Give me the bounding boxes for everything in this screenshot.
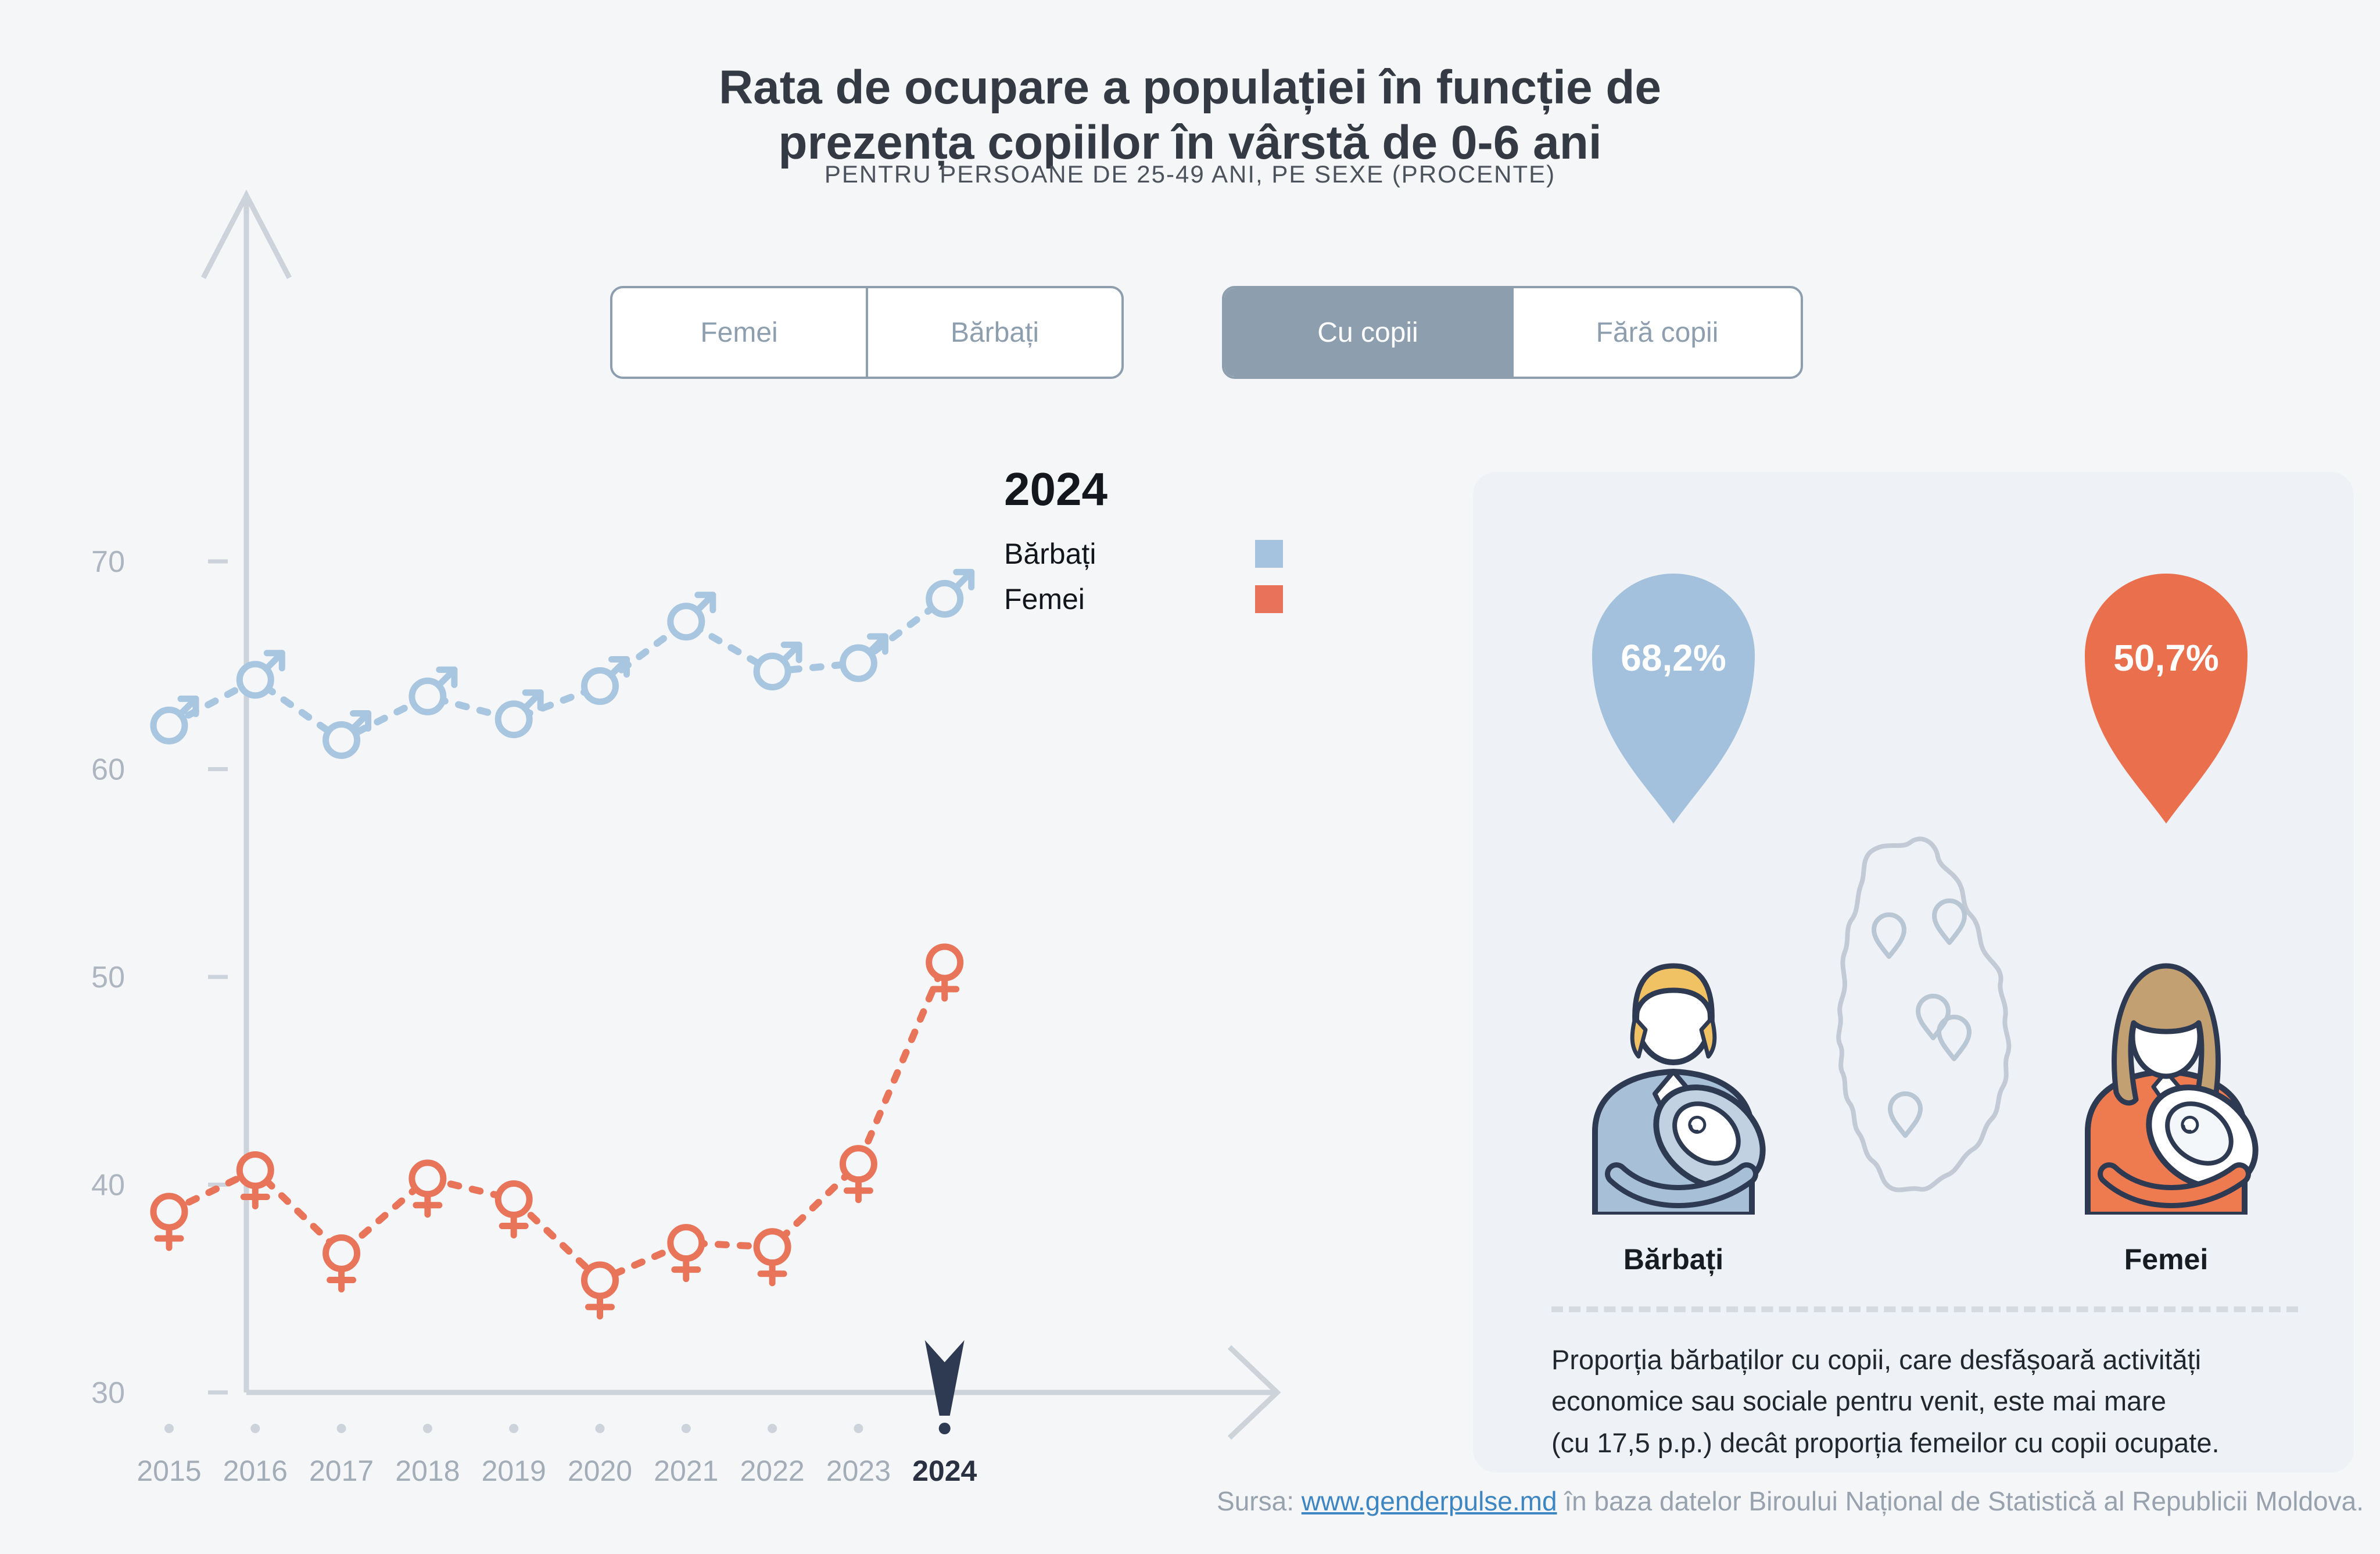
toggle-femei[interactable]: Femei — [700, 317, 778, 348]
male-symbol-marker-2022[interactable] — [753, 641, 802, 690]
male-rate-value: 68,2% — [1621, 637, 1726, 679]
insight-note-line2: economice sau sociale pentru venit, este… — [1551, 1385, 2167, 1417]
male-symbol-marker-2019[interactable] — [494, 689, 544, 739]
y-tick-label-50: 50 — [91, 961, 125, 994]
year-dot-2017[interactable] — [336, 1424, 346, 1433]
male-figure-label: Bărbați — [1623, 1243, 1724, 1276]
toggle-fara-copii[interactable]: Fără copii — [1511, 288, 1801, 377]
chart-legend: 2024 Bărbați Femei — [1004, 463, 1283, 617]
year-dot-2024[interactable] — [938, 1423, 951, 1434]
source-suffix: în baza datelor Biroului Național de Sta… — [1557, 1486, 2364, 1516]
year-label-2015[interactable]: 2015 — [137, 1455, 201, 1487]
year-dot-2018[interactable] — [422, 1424, 432, 1433]
series-line-female — [166, 958, 948, 1285]
year-dot-2016[interactable] — [250, 1424, 260, 1433]
page-title: Rata de ocupare a populației în funcție … — [0, 60, 2380, 170]
female-symbol-marker-2023[interactable] — [839, 1145, 877, 1204]
toggle-cu-copii[interactable]: Cu copii — [1224, 288, 1511, 377]
year-label-2019[interactable]: 2019 — [482, 1455, 546, 1487]
toggle-barbati[interactable]: Bărbați — [866, 288, 1121, 377]
female-symbol-marker-2017[interactable] — [322, 1234, 361, 1292]
male-symbol-marker-2015[interactable] — [150, 695, 199, 744]
year-label-2023[interactable]: 2023 — [826, 1455, 891, 1487]
female-symbol-marker-2022[interactable] — [753, 1228, 791, 1287]
year-label-2022[interactable]: 2022 — [740, 1455, 804, 1487]
insight-note-line1: Proporția bărbaților cu copii, care desf… — [1551, 1344, 2202, 1375]
male-symbol-marker-2020[interactable] — [581, 656, 630, 705]
insight-note-line3: (cu 17,5 p.p.) decât proporția femeilor … — [1551, 1427, 2220, 1458]
female-symbol-marker-2021[interactable] — [667, 1224, 705, 1283]
female-rate-pin: 50,7% — [2085, 574, 2248, 823]
sex-toggle-group: Femei Bărbați — [610, 286, 1124, 379]
legend-item-barbati: Bărbați — [1004, 536, 1283, 572]
x-axis-arrow-icon — [1227, 1345, 1281, 1440]
y-tick-label-30: 30 — [91, 1376, 125, 1410]
male-symbol-marker-2021[interactable] — [667, 592, 716, 641]
mother-with-baby-icon — [2085, 963, 2259, 1215]
male-symbol-marker-2024[interactable] — [926, 568, 975, 618]
year-dot-2022[interactable] — [768, 1424, 777, 1433]
children-toggle-group: Cu copii Fără copii — [1222, 286, 1803, 379]
male-symbol-marker-2018[interactable] — [408, 666, 458, 715]
year-label-2018[interactable]: 2018 — [395, 1455, 460, 1487]
page-title-line2: prezența copiilor în vârstă de 0-6 ani — [778, 116, 1602, 170]
genderpulse-link[interactable]: www.genderpulse.md — [1301, 1486, 1557, 1516]
legend-swatch-barbati — [1255, 540, 1283, 568]
female-symbol-marker-2018[interactable] — [408, 1159, 447, 1218]
legend-swatch-femei — [1255, 585, 1283, 613]
female-symbol-marker-2020[interactable] — [581, 1261, 619, 1320]
y-axis-arrow-icon — [201, 189, 292, 280]
legend-item-barbati-label: Bărbați — [1004, 538, 1096, 570]
male-symbol-marker-2017[interactable] — [322, 710, 372, 759]
y-tick-label-40: 40 — [91, 1169, 125, 1202]
summary-panel: 68,2% 50,7% — [1473, 472, 2354, 1473]
father-with-baby-icon — [1592, 963, 1766, 1215]
insight-note: Proporția bărbaților cu copii, care desf… — [1551, 1339, 2330, 1463]
year-label-2021[interactable]: 2021 — [654, 1455, 718, 1487]
year-label-2020[interactable]: 2020 — [568, 1455, 632, 1487]
year-dot-2020[interactable] — [595, 1424, 605, 1433]
year-dot-2019[interactable] — [509, 1424, 519, 1433]
female-symbol-marker-2019[interactable] — [494, 1180, 533, 1239]
female-symbol-marker-2015[interactable] — [150, 1193, 188, 1251]
legend-selected-year: 2024 — [1004, 463, 1107, 515]
year-dot-2015[interactable] — [164, 1424, 174, 1433]
page-subtitle: PENTRU PERSOANE DE 25-49 ANI, PE SEXE (P… — [824, 160, 1556, 188]
year-dot-2023[interactable] — [854, 1424, 863, 1433]
dashed-divider — [1551, 1306, 2298, 1312]
y-tick-label-70: 70 — [91, 545, 125, 579]
male-symbol-marker-2023[interactable] — [839, 633, 888, 682]
male-rate-pin: 68,2% — [1592, 574, 1755, 823]
source-line: Sursa: www.genderpulse.md în baza datelo… — [697, 1485, 2364, 1517]
female-figure-label: Femei — [2124, 1243, 2209, 1276]
page-title-line1: Rata de ocupare a populației în funcție … — [718, 60, 1662, 114]
year-dot-2021[interactable] — [681, 1424, 691, 1433]
series-line-male — [166, 595, 948, 744]
year-label-2024[interactable]: 2024 — [912, 1455, 977, 1487]
moldova-map-outline — [1836, 836, 2012, 1193]
female-symbol-marker-2016[interactable] — [236, 1151, 274, 1209]
female-rate-value: 50,7% — [2113, 637, 2218, 679]
year-label-2017[interactable]: 2017 — [309, 1455, 374, 1487]
selected-year-cursor-icon — [924, 1340, 965, 1416]
male-symbol-marker-2016[interactable] — [236, 650, 285, 699]
legend-item-femei-label: Femei — [1004, 583, 1085, 615]
female-symbol-marker-2024[interactable] — [926, 943, 964, 1002]
source-prefix: Sursa: — [1217, 1486, 1302, 1516]
y-tick-label-60: 60 — [91, 753, 125, 787]
year-label-2016[interactable]: 2016 — [223, 1455, 288, 1487]
legend-item-femei: Femei — [1004, 581, 1283, 617]
